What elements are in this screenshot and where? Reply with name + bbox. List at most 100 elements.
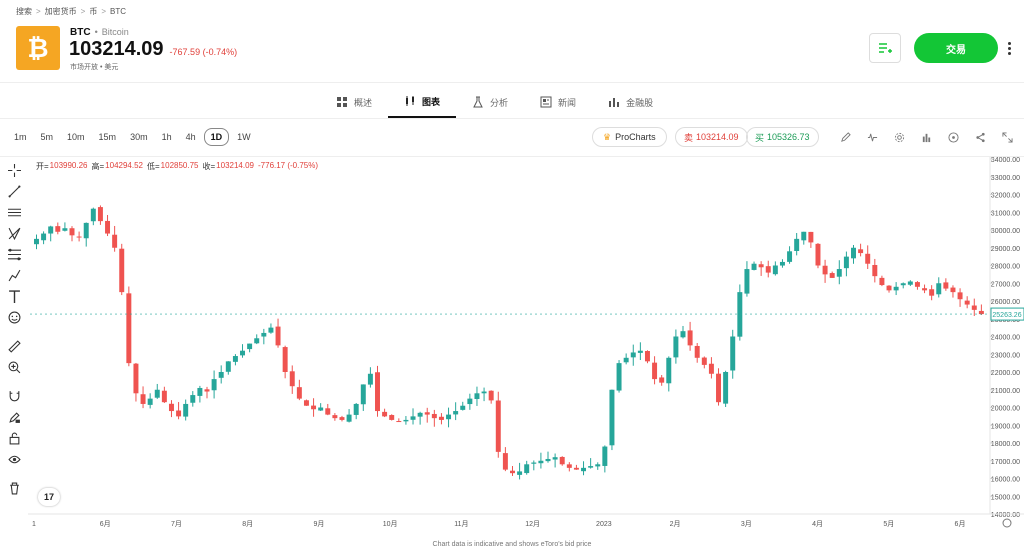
interval-5m[interactable]: 5m xyxy=(40,132,54,142)
drawing-toolbar xyxy=(4,160,24,499)
trade-button[interactable]: 交易 xyxy=(914,33,998,63)
interval-1h[interactable]: 1h xyxy=(161,132,172,142)
y-tick-label: 28000.00 xyxy=(991,264,1020,271)
tab-financials[interactable]: 金融股 xyxy=(592,86,669,118)
price-chart[interactable]: 34000.00 33000.00 32000.00 31000.00 30000.00… xyxy=(28,157,1024,532)
breadcrumb-separator: > xyxy=(101,7,107,16)
candle-body xyxy=(687,330,693,346)
candle-body xyxy=(758,264,764,268)
candle-body xyxy=(119,248,125,293)
trend-line-icon[interactable] xyxy=(4,181,24,202)
ruler-icon[interactable] xyxy=(4,336,24,357)
candle-body xyxy=(218,372,224,378)
indicator-wave-icon[interactable] xyxy=(865,130,879,144)
trash-icon[interactable] xyxy=(4,478,24,499)
ohlc-high: 104294.52 xyxy=(105,161,143,170)
watchlist-add-button[interactable] xyxy=(869,33,901,63)
interval-1w[interactable]: 1W xyxy=(237,132,251,142)
tab-overview[interactable]: 概述 xyxy=(320,86,388,118)
candle-body xyxy=(154,389,160,398)
ohlc-low-label: 低= xyxy=(147,162,160,171)
y-tick-label: 29000.00 xyxy=(991,246,1020,253)
breadcrumb-item[interactable]: 搜索 xyxy=(16,7,32,16)
magnet-icon[interactable] xyxy=(4,386,24,407)
candle-body xyxy=(431,413,437,419)
candle-body xyxy=(382,411,388,417)
tab-news[interactable]: 新闻 xyxy=(524,86,592,118)
interval-1m[interactable]: 1m xyxy=(14,132,27,142)
tab-chart[interactable]: 图表 xyxy=(388,86,457,118)
candle-body xyxy=(914,282,920,287)
fib-icon[interactable] xyxy=(4,244,24,265)
chart-type-icon[interactable] xyxy=(919,130,933,144)
emoji-icon[interactable] xyxy=(4,307,24,328)
crosshair-icon[interactable] xyxy=(4,160,24,181)
candle-body xyxy=(936,283,942,295)
sell-price: 103214.09 xyxy=(696,132,739,142)
breadcrumb-item[interactable]: 币 xyxy=(89,7,98,16)
interval-15m[interactable]: 15m xyxy=(98,132,117,142)
divider xyxy=(0,118,1024,119)
market-status: 市场开放 • 美元 xyxy=(70,64,119,71)
share-icon[interactable] xyxy=(973,130,987,144)
tab-analysis[interactable]: 分析 xyxy=(456,86,524,118)
candle-body xyxy=(69,228,75,236)
interval-4h[interactable]: 4h xyxy=(185,132,196,142)
candle-body xyxy=(211,379,217,391)
buy-price: 105326.73 xyxy=(767,132,810,142)
candle-body xyxy=(886,285,892,291)
y-tick-label: 24000.00 xyxy=(991,335,1020,342)
candle-body xyxy=(630,352,636,358)
buy-button[interactable]: 买 105326.73 xyxy=(746,127,819,147)
x-tick-label: 8月 xyxy=(242,520,253,528)
candle-body xyxy=(751,263,757,270)
pencil-icon[interactable] xyxy=(838,130,852,144)
interval-10m[interactable]: 10m xyxy=(67,132,85,142)
brush-icon[interactable] xyxy=(4,265,24,286)
y-tick-label: 27000.00 xyxy=(991,281,1020,288)
candle-body xyxy=(268,327,274,333)
candle-body xyxy=(225,361,231,372)
text-icon[interactable] xyxy=(4,286,24,307)
buy-label: 买 xyxy=(755,132,765,143)
eye-icon[interactable] xyxy=(4,449,24,470)
y-tick-label: 21000.00 xyxy=(991,388,1020,395)
interval-30m[interactable]: 30m xyxy=(130,132,148,142)
more-options-icon[interactable] xyxy=(1004,38,1014,58)
candle-body xyxy=(254,338,260,344)
candle-body xyxy=(602,446,608,466)
y-tick-label: 23000.00 xyxy=(991,352,1020,359)
zoom-in-icon[interactable] xyxy=(4,357,24,378)
pattern-icon[interactable] xyxy=(4,223,24,244)
candle-body xyxy=(716,373,722,403)
candle-body xyxy=(247,343,253,350)
horizontal-lines-icon[interactable] xyxy=(4,202,24,223)
lock-pencil-icon[interactable] xyxy=(4,407,24,428)
fullscreen-icon[interactable] xyxy=(1000,130,1014,144)
candle-body xyxy=(694,345,700,358)
candle-body xyxy=(524,464,530,474)
candle-body xyxy=(389,415,395,420)
candle-body xyxy=(978,310,984,315)
candle-body xyxy=(971,305,977,310)
candle-body xyxy=(552,457,558,460)
candle-body xyxy=(531,462,537,464)
candle-body xyxy=(808,231,814,243)
candle-body xyxy=(637,350,643,353)
breadcrumb-item[interactable]: 加密货币 xyxy=(44,7,77,16)
tradingview-logo-icon[interactable]: 17 xyxy=(38,488,60,506)
candle-body xyxy=(701,357,707,365)
sell-button[interactable]: 卖 103214.09 xyxy=(675,127,748,147)
ohlc-change: -776.17 (-0.75%) xyxy=(258,161,319,170)
procharts-button[interactable]: ♛ ProCharts xyxy=(592,127,667,147)
candle-body xyxy=(296,387,302,399)
candle-body xyxy=(559,456,565,465)
bar-chart-icon xyxy=(609,98,620,107)
interval-1d[interactable]: 1D xyxy=(203,128,230,146)
candle-body xyxy=(403,419,409,422)
lock-icon[interactable] xyxy=(4,428,24,449)
candle-body xyxy=(417,412,423,417)
candle-body xyxy=(126,293,132,364)
gear-icon[interactable] xyxy=(892,130,906,144)
add-circle-icon[interactable] xyxy=(946,130,960,144)
